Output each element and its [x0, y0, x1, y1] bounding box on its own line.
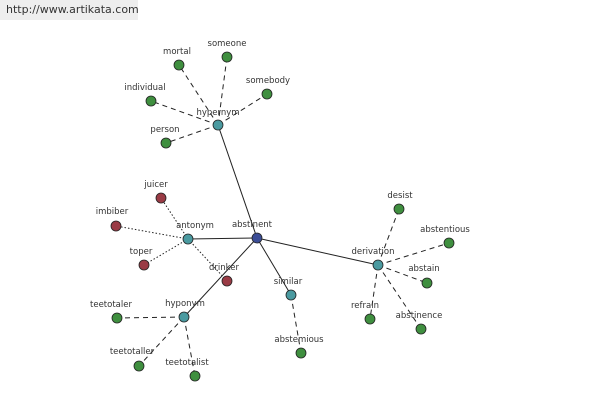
- node-label: teetotaler: [90, 300, 132, 310]
- node: [261, 88, 273, 100]
- node: [160, 137, 172, 149]
- node-label: refrain: [351, 301, 379, 311]
- node: [393, 203, 405, 215]
- node: [189, 370, 201, 382]
- edge: [115, 225, 189, 240]
- node-label: hyponym: [165, 299, 205, 309]
- node: [415, 323, 427, 335]
- edge: [143, 238, 189, 266]
- node-label: somebody: [246, 76, 290, 86]
- edge: [256, 237, 292, 296]
- edge: [377, 208, 400, 266]
- node-label: abstentious: [420, 225, 470, 235]
- node: [110, 220, 122, 232]
- edge: [256, 237, 379, 266]
- edge: [150, 100, 219, 126]
- node: [221, 51, 233, 63]
- node-label: drinker: [209, 263, 239, 273]
- edge: [217, 56, 228, 126]
- edge: [178, 64, 219, 126]
- node-label: toper: [130, 247, 153, 257]
- node-label: antonym: [176, 221, 214, 231]
- edge: [187, 238, 228, 282]
- node: [138, 259, 150, 271]
- node: [133, 360, 145, 372]
- edge: [377, 242, 450, 266]
- node: [212, 119, 224, 131]
- node: [364, 313, 376, 325]
- node-label: desist: [387, 191, 413, 201]
- node-label: similar: [274, 277, 303, 287]
- node-label: hypernym: [196, 108, 239, 118]
- node: [155, 192, 167, 204]
- node: [178, 311, 190, 323]
- edge: [183, 237, 258, 318]
- node: [295, 347, 307, 359]
- node: [173, 59, 185, 71]
- edge: [183, 316, 196, 377]
- node-label: mortal: [163, 47, 191, 57]
- node-label: someone: [208, 39, 247, 49]
- node-label: teetotaller: [110, 347, 155, 357]
- node-label: teetotalist: [165, 358, 209, 368]
- node: [221, 275, 233, 287]
- node-label: person: [150, 125, 179, 135]
- node: [372, 259, 384, 271]
- node: [145, 95, 157, 107]
- node-label: abstemious: [274, 335, 324, 345]
- node: [285, 289, 297, 301]
- edge: [187, 237, 258, 240]
- node-label: abstinence: [396, 311, 443, 321]
- site-url[interactable]: http://www.artikata.com: [0, 0, 139, 20]
- edge: [377, 264, 422, 330]
- node: [421, 277, 433, 289]
- node: [251, 232, 263, 244]
- edge: [116, 316, 185, 319]
- edge: [217, 93, 268, 126]
- node-label: juicer: [143, 180, 168, 190]
- node: [111, 312, 123, 324]
- node-label: abstinent: [232, 220, 273, 230]
- node-label: derivation: [351, 247, 394, 257]
- edge: [160, 197, 189, 240]
- node: [182, 233, 194, 245]
- node-label: imbiber: [96, 207, 129, 217]
- edges: [115, 56, 450, 377]
- node-label: abstain: [408, 264, 439, 274]
- edge: [138, 316, 185, 367]
- node-label: individual: [124, 83, 165, 93]
- edge: [290, 294, 302, 354]
- node: [443, 237, 455, 249]
- edge: [217, 124, 258, 239]
- edge: [165, 124, 219, 144]
- edge: [369, 264, 379, 320]
